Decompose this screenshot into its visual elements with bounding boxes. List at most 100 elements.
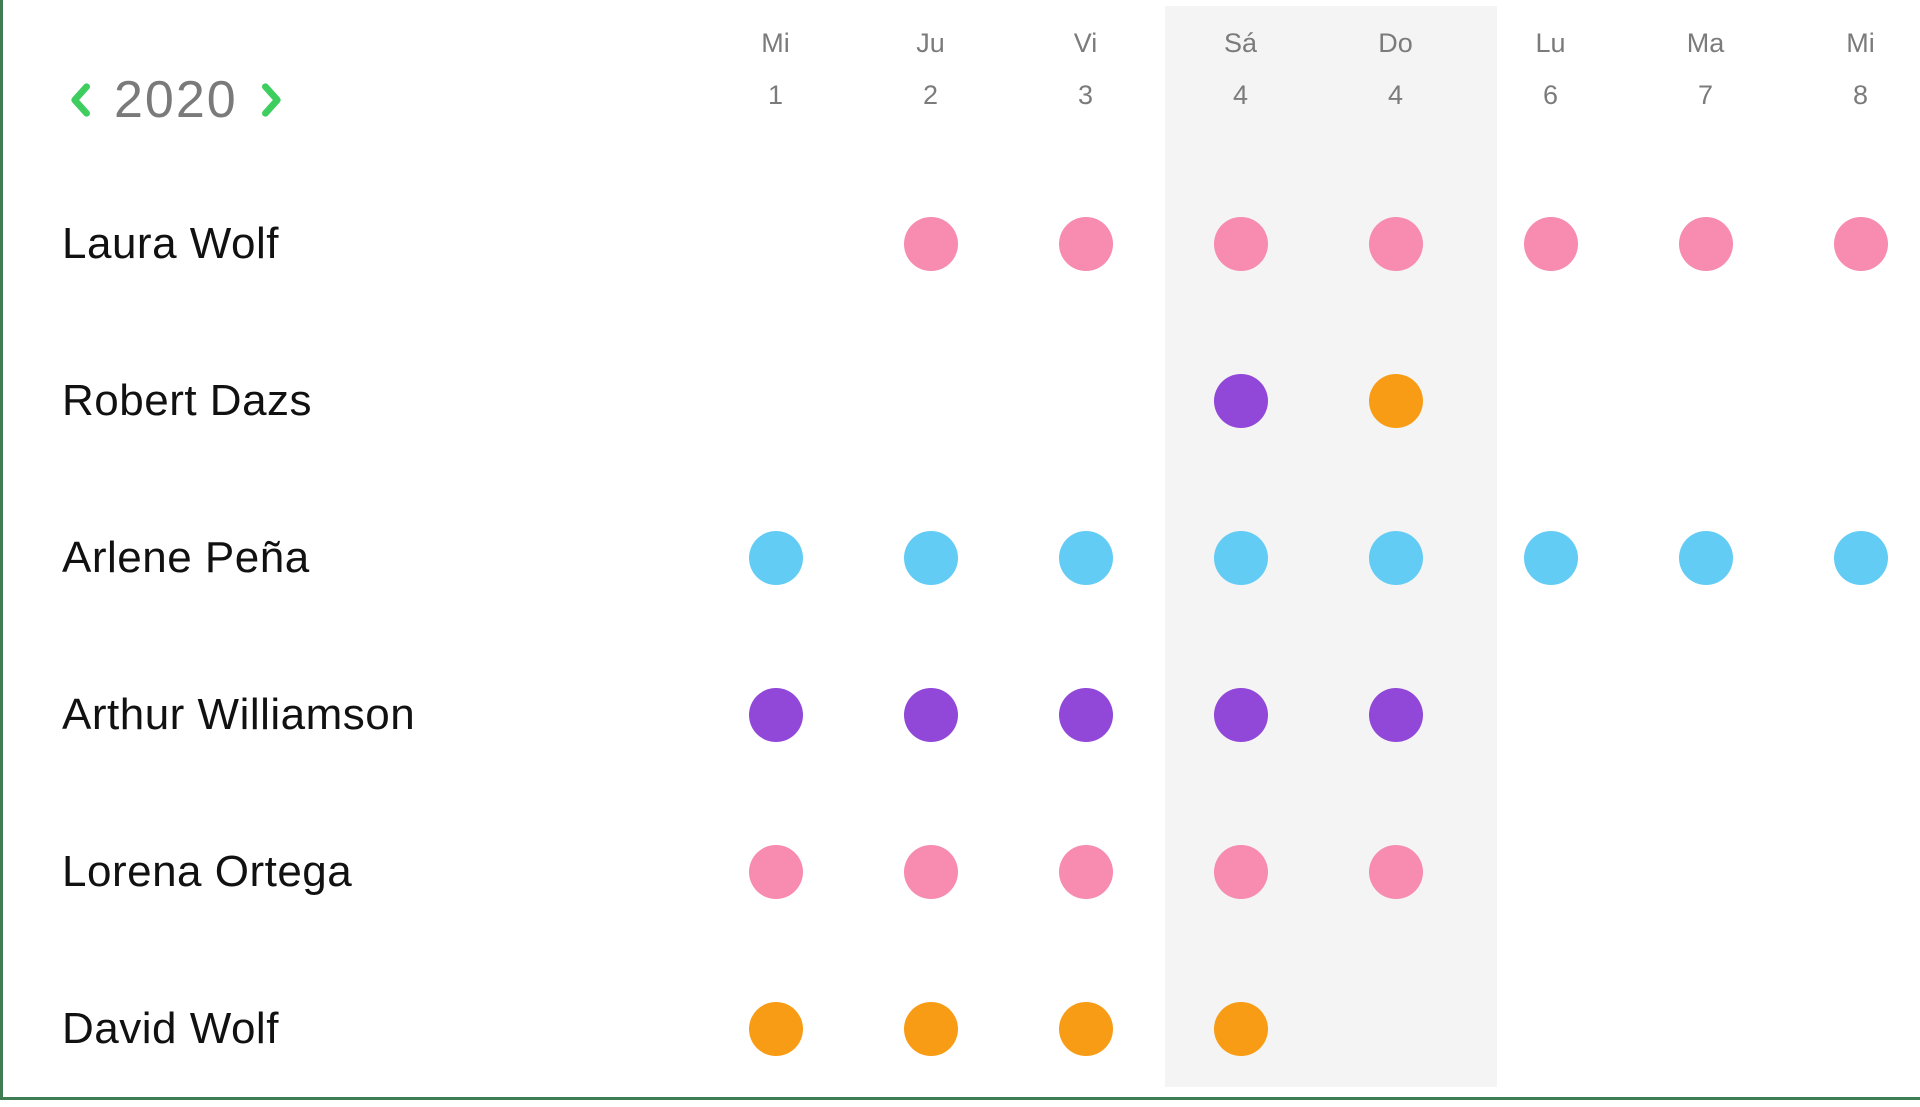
absence-dot-cyan[interactable] [1833, 530, 1888, 585]
day-cell [1008, 950, 1163, 1107]
day-header-2: Ju 2 [853, 0, 1008, 165]
day-cell [698, 479, 853, 636]
day-cell [853, 322, 1008, 479]
day-cell [1008, 636, 1163, 793]
person-name: Lorena Ortega [62, 846, 353, 896]
day-cell [1008, 479, 1163, 636]
day-cell [698, 950, 853, 1107]
day-cell [1628, 479, 1783, 636]
absence-dot-orange[interactable] [903, 1001, 958, 1056]
absence-dot-pink[interactable] [1368, 216, 1423, 271]
absence-dot-purple[interactable] [1368, 687, 1423, 742]
person-row: Robert Dazs [0, 322, 1920, 479]
absence-dot-pink[interactable] [903, 844, 958, 899]
absence-dot-orange[interactable] [1213, 1001, 1268, 1056]
absence-dot-cyan[interactable] [748, 530, 803, 585]
day-cell [1163, 165, 1318, 322]
day-number-label: 6 [1542, 80, 1559, 110]
person-row: Arthur Williamson [0, 636, 1920, 793]
day-header-5: Do 4 [1318, 0, 1473, 165]
absence-dot-purple[interactable] [1213, 373, 1268, 428]
day-header-1: Mi 1 [698, 0, 853, 165]
day-cell [1473, 479, 1628, 636]
day-name-label: Do [1378, 28, 1413, 58]
day-cell [698, 165, 853, 322]
day-cell [1473, 322, 1628, 479]
absence-dot-cyan[interactable] [1678, 530, 1733, 585]
day-cell [1473, 636, 1628, 793]
day-cell [1473, 793, 1628, 950]
day-name-label: Sá [1223, 28, 1258, 58]
bottom-border [0, 1097, 1920, 1100]
absence-dot-purple[interactable] [1058, 687, 1113, 742]
absence-dot-orange[interactable] [1058, 1001, 1113, 1056]
absence-dot-pink[interactable] [1678, 216, 1733, 271]
day-number-label: 7 [1697, 80, 1714, 110]
day-header-4: Sá 4 [1163, 0, 1318, 165]
person-row: David Wolf [0, 950, 1920, 1107]
day-header-3: Vi 3 [1008, 0, 1163, 165]
day-cell [1783, 793, 1920, 950]
absence-dot-pink[interactable] [1058, 216, 1113, 271]
absence-dot-orange[interactable] [1368, 373, 1423, 428]
calendar-header: Mi 1 Ju 2 Vi 3 Sá 4 Do 4 Lu 6 Ma 7 Mi 8 [0, 0, 1920, 165]
day-header-7: Ma 7 [1628, 0, 1783, 165]
day-name-label: Mi [761, 28, 790, 58]
day-cell [853, 793, 1008, 950]
day-cell [1008, 165, 1163, 322]
absence-dot-pink[interactable] [1368, 844, 1423, 899]
day-cell [1318, 479, 1473, 636]
day-cell [1628, 322, 1783, 479]
day-cell [1318, 165, 1473, 322]
day-number-label: 3 [1077, 80, 1094, 110]
day-cell [1628, 165, 1783, 322]
absence-dot-orange[interactable] [748, 1001, 803, 1056]
year-label: 2020 [114, 71, 238, 129]
absence-dot-cyan[interactable] [903, 530, 958, 585]
day-cell [1628, 793, 1783, 950]
day-cell [853, 165, 1008, 322]
day-name-label: Lu [1535, 28, 1566, 58]
day-cell [853, 950, 1008, 1107]
absence-dot-purple[interactable] [748, 687, 803, 742]
absence-dot-pink[interactable] [1058, 844, 1113, 899]
person-name: Arthur Williamson [62, 689, 416, 739]
absence-dot-purple[interactable] [1213, 687, 1268, 742]
absence-dot-cyan[interactable] [1058, 530, 1113, 585]
absence-dot-pink[interactable] [1213, 216, 1268, 271]
day-cell [1163, 479, 1318, 636]
day-cell [853, 636, 1008, 793]
day-cell [853, 479, 1008, 636]
person-name: Arlene Peña [62, 532, 310, 582]
day-cell [1008, 322, 1163, 479]
person-row: Laura Wolf [0, 165, 1920, 322]
day-cell [1318, 636, 1473, 793]
absence-dot-pink[interactable] [748, 844, 803, 899]
day-cell [1163, 950, 1318, 1107]
next-year-button[interactable] [254, 76, 290, 124]
day-header-8: Mi 8 [1783, 0, 1920, 165]
previous-year-button[interactable] [62, 76, 98, 124]
absence-dot-cyan[interactable] [1523, 530, 1578, 585]
day-name-label: Vi [1073, 28, 1098, 58]
day-cell [1783, 636, 1920, 793]
day-number-label: 4 [1232, 80, 1249, 110]
absence-dot-purple[interactable] [903, 687, 958, 742]
day-number-label: 4 [1387, 80, 1404, 110]
day-cell [1318, 793, 1473, 950]
absence-dot-cyan[interactable] [1213, 530, 1268, 585]
day-cell [1163, 322, 1318, 479]
absence-dot-pink[interactable] [903, 216, 958, 271]
day-cell [1473, 165, 1628, 322]
day-cell [1628, 950, 1783, 1107]
person-row: Arlene Peña [0, 479, 1920, 636]
absence-dot-pink[interactable] [1213, 844, 1268, 899]
left-border [0, 0, 3, 1100]
day-name-label: Ju [916, 28, 945, 58]
person-name: Laura Wolf [62, 218, 279, 268]
absence-dot-pink[interactable] [1523, 216, 1578, 271]
day-header-6: Lu 6 [1473, 0, 1628, 165]
calendar-rows: Laura Wolf Robert Dazs Arlene Peña Arthur W… [0, 165, 1920, 1107]
absence-dot-cyan[interactable] [1368, 530, 1423, 585]
absence-dot-pink[interactable] [1833, 216, 1888, 271]
